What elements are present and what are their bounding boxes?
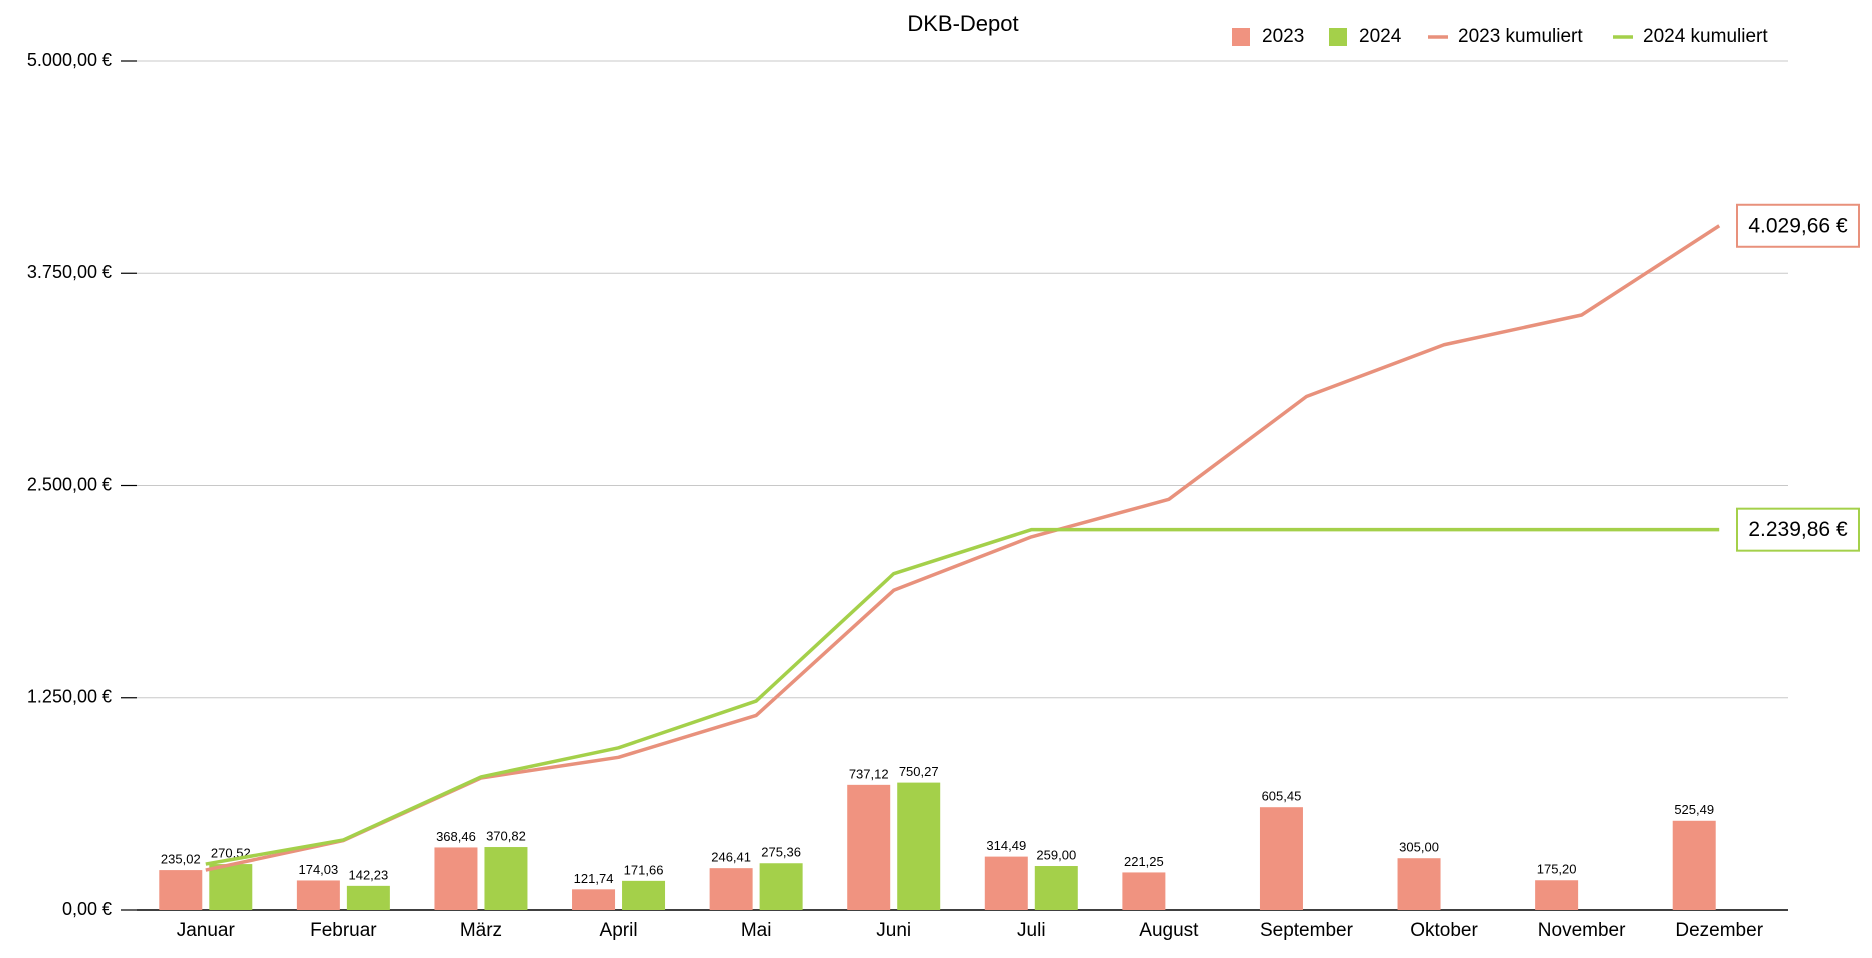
legend-label: 2023 [1262, 26, 1304, 47]
value-label: 246,41 [711, 850, 751, 865]
bar [1535, 880, 1579, 910]
value-label: 370,82 [486, 828, 526, 843]
bar [1259, 807, 1303, 910]
value-label: 305,00 [1399, 840, 1439, 855]
x-tick-label: September [1260, 920, 1354, 941]
value-label: 314,49 [986, 838, 1026, 853]
cumulative-line [205, 527, 1720, 866]
x-tick-label: Oktober [1410, 920, 1478, 941]
legend-swatch [1329, 28, 1347, 46]
value-label: 525,49 [1674, 802, 1714, 817]
bar [709, 868, 753, 910]
x-tick-label: August [1139, 920, 1199, 941]
value-label: 235,02 [161, 852, 201, 867]
bar [1034, 866, 1078, 910]
y-tick-label: 0,00 € [62, 899, 112, 919]
bar [1672, 820, 1716, 910]
value-label: 142,23 [348, 867, 388, 882]
y-tick-label: 1.250,00 € [27, 687, 112, 707]
end-label-box [1736, 507, 1860, 552]
value-label: 221,25 [1124, 854, 1164, 869]
bar [296, 880, 340, 910]
bar [897, 782, 941, 910]
bar [209, 864, 253, 910]
value-label: 737,12 [849, 766, 889, 781]
legend-swatch [1232, 28, 1250, 46]
bar [984, 856, 1028, 910]
bar [1122, 872, 1166, 910]
legend-label: 2023 kumuliert [1458, 26, 1583, 47]
value-label: 368,46 [436, 829, 476, 844]
end-label: 4.029,66 € [1748, 214, 1848, 237]
bar [847, 784, 891, 910]
x-tick-label: Dezember [1675, 920, 1763, 941]
bar [622, 880, 666, 910]
end-label-box [1736, 203, 1860, 248]
x-tick-label: Juni [876, 920, 911, 941]
bar [759, 863, 803, 910]
value-label: 121,74 [574, 871, 614, 886]
x-tick-label: Juli [1017, 920, 1046, 941]
legend-label: 2024 [1359, 26, 1402, 47]
value-label: 175,20 [1537, 862, 1577, 877]
y-tick-label: 3.750,00 € [27, 262, 112, 282]
x-tick-label: November [1538, 920, 1626, 941]
legend-label: 2024 kumuliert [1643, 26, 1768, 47]
value-label: 259,00 [1036, 847, 1076, 862]
value-label: 275,36 [761, 845, 801, 860]
bar [159, 870, 203, 910]
y-tick-label: 5.000,00 € [27, 50, 112, 70]
x-tick-label: März [460, 920, 502, 941]
value-label: 171,66 [624, 862, 664, 877]
bar [484, 847, 528, 910]
x-tick-label: April [600, 920, 638, 941]
bar [572, 889, 616, 910]
chart-title: DKB-Depot [907, 11, 1018, 36]
end-label: 2.239,86 € [1748, 518, 1848, 541]
value-label: 750,27 [899, 764, 939, 779]
value-label: 174,03 [298, 862, 338, 877]
x-tick-label: Januar [177, 920, 236, 941]
x-tick-label: Februar [310, 920, 377, 941]
x-tick-label: Mai [741, 920, 772, 941]
y-tick-label: 2.500,00 € [27, 474, 112, 494]
bar [434, 847, 478, 910]
bar [1397, 858, 1441, 910]
bar [346, 885, 390, 910]
value-label: 605,45 [1262, 789, 1302, 804]
cumulative-line [205, 224, 1721, 872]
